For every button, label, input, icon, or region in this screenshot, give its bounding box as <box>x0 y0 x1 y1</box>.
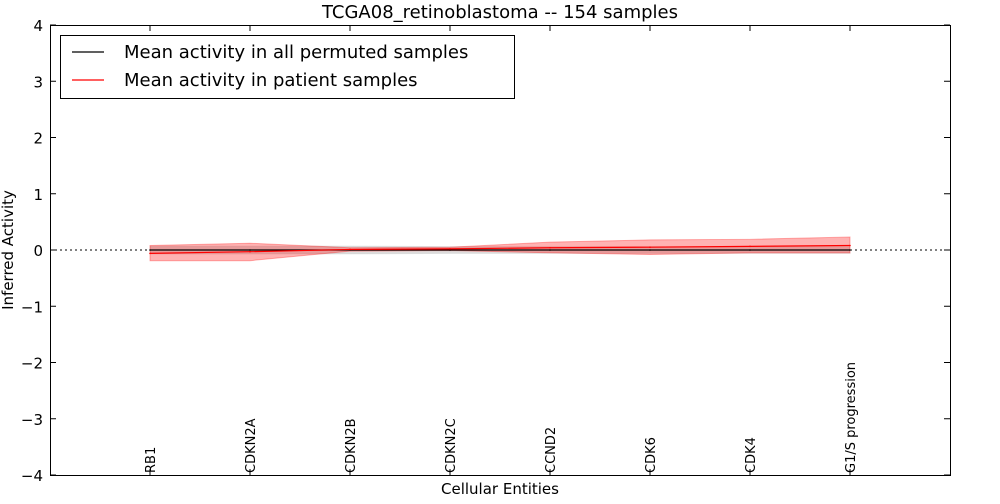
x-tick-label: CDKN2A <box>244 418 259 473</box>
legend-label-permuted: Mean activity in all permuted samples <box>124 42 468 63</box>
series-line-patient <box>149 244 851 254</box>
x-tick-label: CDK6 <box>644 437 659 473</box>
x-tick-label: CDK4 <box>744 437 759 473</box>
y-tick-label: −3 <box>21 411 43 429</box>
y-tick-label: −1 <box>21 298 43 316</box>
data-point <box>549 249 551 251</box>
legend-label-patient: Mean activity in patient samples <box>124 70 418 91</box>
data-point <box>149 249 151 251</box>
y-tick-label: 4 <box>33 17 43 35</box>
x-tick-label: CCND2 <box>544 427 559 473</box>
legend-box <box>60 35 515 99</box>
data-point <box>249 249 251 251</box>
data-point <box>349 248 351 251</box>
y-tick-label: 2 <box>33 130 43 148</box>
data-point <box>849 249 851 251</box>
data-point <box>449 249 451 251</box>
y-axis-label: Inferred Activity <box>0 190 17 310</box>
legend: Mean activity in all permuted samples Me… <box>60 35 515 99</box>
data-point <box>549 246 551 249</box>
y-tick-label: −2 <box>21 355 43 373</box>
data-point <box>649 249 651 251</box>
data-point <box>749 249 751 251</box>
plot-frame <box>50 25 951 476</box>
x-tick-label: CDKN2B <box>344 418 359 473</box>
x-axis-label: Cellular Entities <box>441 480 559 498</box>
data-point <box>649 246 651 248</box>
y-tick-label: 3 <box>33 73 43 91</box>
chart-title: TCGA08_retinoblastoma -- 154 samples <box>321 2 678 23</box>
data-point <box>249 250 251 253</box>
x-tick-label: RB1 <box>144 447 159 473</box>
data-point <box>449 248 451 250</box>
y-tick-label: 1 <box>33 186 43 204</box>
y-tick-label: 0 <box>33 242 43 260</box>
x-tick-label: G1/S progression <box>844 362 859 473</box>
data-point <box>749 245 751 248</box>
x-tick-label: CDKN2C <box>444 418 459 473</box>
data-point <box>149 252 151 255</box>
data-point <box>849 244 851 247</box>
y-tick-label: −4 <box>21 467 43 485</box>
